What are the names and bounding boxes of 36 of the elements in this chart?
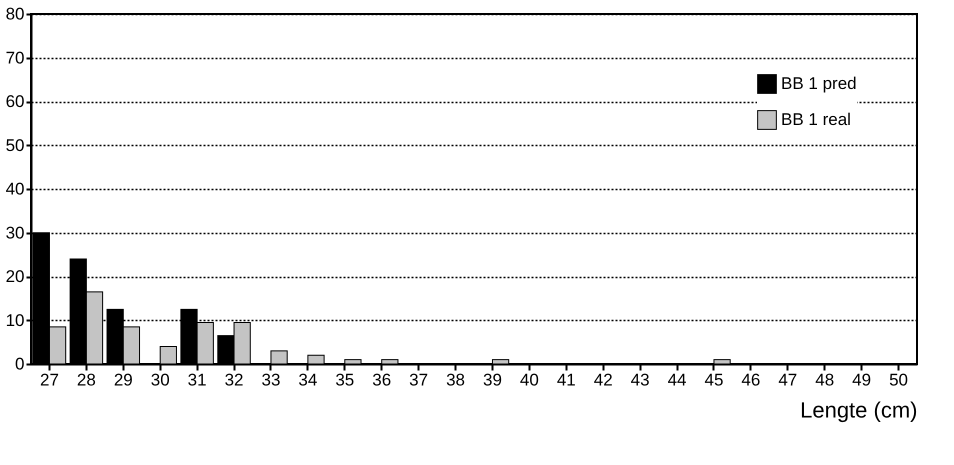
y-tick-label: 50: [6, 136, 24, 155]
x-tick-label: 38: [446, 370, 466, 390]
x-tick-label: 41: [556, 370, 576, 390]
x-tick-label: 34: [298, 370, 318, 390]
y-tick-label: 0: [15, 354, 24, 374]
x-tick-label: 37: [409, 370, 428, 390]
x-tick-label: 39: [482, 370, 502, 390]
legend-label: BB 1 real: [781, 110, 851, 129]
x-tick-label: 46: [741, 370, 760, 390]
x-tick-label: 33: [261, 370, 280, 390]
x-tick-label: 49: [852, 370, 872, 390]
x-axis-title: Lengte (cm): [800, 398, 918, 422]
y-tick-label: 80: [6, 4, 24, 24]
x-tick-label: 40: [520, 370, 539, 390]
x-tick-label: 50: [889, 370, 908, 390]
x-tick-label: 30: [150, 370, 170, 390]
x-tick-label: 43: [630, 370, 650, 390]
x-tick-label: 31: [188, 370, 207, 390]
x-tick-label: 36: [372, 370, 392, 390]
x-tick-label: 29: [114, 370, 133, 390]
x-tick-label: 28: [76, 370, 96, 390]
y-tick-label: 40: [6, 180, 24, 198]
legend-label: BB 1 pred: [781, 74, 857, 93]
x-tick-label: 44: [668, 370, 687, 390]
y-tick-label: 70: [6, 48, 24, 68]
x-tick-label: 45: [704, 370, 724, 390]
x-tick-label: 42: [594, 370, 613, 390]
x-tick-label: 32: [224, 370, 244, 390]
x-tick-label: 48: [815, 370, 834, 390]
x-tick-label: 47: [778, 370, 798, 390]
y-tick-label: 10: [6, 310, 24, 330]
y-tick-label: 30: [6, 223, 24, 242]
y-tick-label: 20: [6, 267, 24, 286]
y-tick-label: 60: [6, 92, 24, 111]
x-tick-label: 35: [335, 370, 354, 390]
x-tick-label: 27: [40, 370, 59, 390]
